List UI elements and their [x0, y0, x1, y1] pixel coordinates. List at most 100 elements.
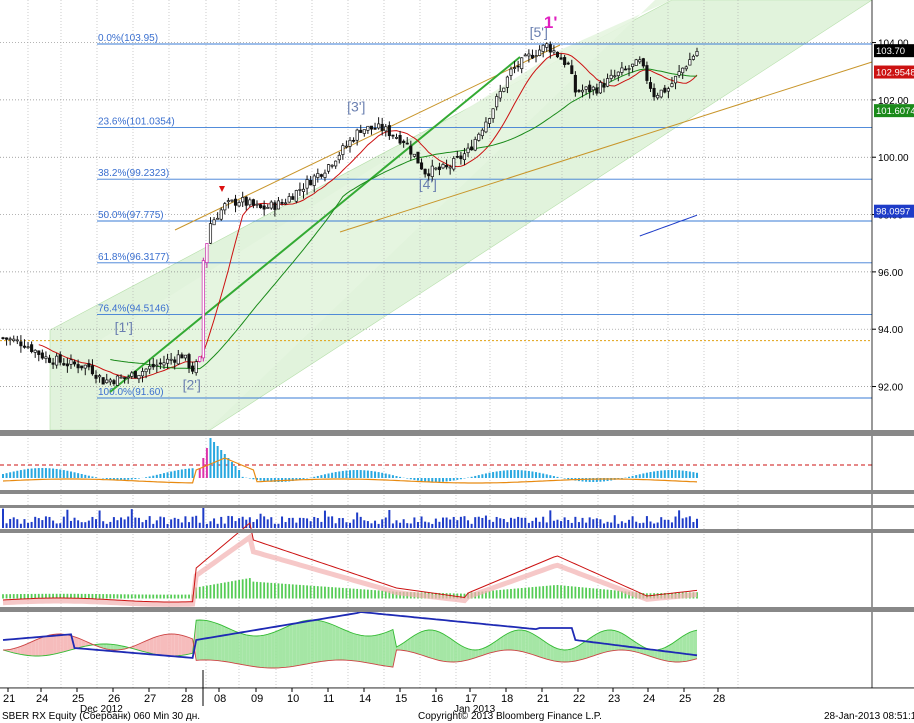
macd-histogram-bar [55, 593, 58, 599]
volume-bar [645, 516, 648, 528]
macd-histogram-bar [603, 589, 605, 599]
osc-bar [109, 478, 112, 480]
candle-body [216, 217, 220, 220]
dmi-fill [317, 620, 322, 662]
dmi-fill [425, 630, 429, 658]
candle-body [359, 129, 363, 133]
volume-bar [12, 517, 15, 528]
volume-bar [130, 509, 133, 528]
candle-body [130, 372, 134, 377]
osc-bar [87, 475, 90, 478]
volume-bar [55, 523, 58, 528]
osc-bar [216, 446, 219, 478]
volume-bar [263, 516, 266, 528]
dmi-fill [242, 633, 247, 666]
candle-body [552, 50, 556, 53]
macd-histogram-bar [213, 584, 215, 599]
volume-bar [2, 508, 4, 528]
volume-bar [37, 518, 40, 528]
dmi-fill [224, 626, 229, 663]
volume-bar [685, 517, 688, 528]
y-tick-label: 94.00 [878, 325, 903, 336]
volume-bar [73, 517, 76, 528]
volume-bar [406, 523, 409, 528]
dmi-fill [256, 635, 261, 668]
macd-histogram-bar [220, 583, 223, 599]
volume-bar [663, 519, 666, 528]
dmi-fill [113, 644, 118, 650]
candle-body [391, 134, 395, 137]
volume-bar [23, 519, 26, 528]
candle-body [627, 68, 631, 70]
macd-histogram-bar [163, 594, 165, 599]
volume-bar [34, 516, 37, 528]
dmi-fill [693, 630, 697, 660]
macd-histogram-bar [91, 593, 94, 599]
candle-body [584, 86, 588, 90]
macd-histogram-bar [145, 594, 147, 599]
price-value-label: 102.9548 [876, 68, 914, 79]
candle-body [502, 87, 506, 92]
osc-bar [535, 472, 538, 478]
osc-bar [59, 469, 62, 478]
osc-bar [205, 448, 208, 478]
volume-bar [527, 522, 530, 528]
volume-bar [191, 516, 194, 528]
candle-body [19, 341, 23, 347]
macd-histogram-bar [502, 589, 505, 599]
candle-body [187, 354, 191, 369]
osc-bar [34, 468, 37, 478]
macd-histogram-bar [159, 594, 162, 599]
candle-body [105, 379, 109, 384]
candle-body [623, 68, 628, 71]
volume-bar [284, 522, 287, 528]
macd-histogram-bar [238, 579, 241, 599]
volume-bar [148, 516, 151, 528]
osc-bar [102, 478, 105, 479]
dmi-fill [221, 625, 225, 662]
volume-bar [223, 523, 226, 528]
macd-histogram-bar [223, 582, 226, 599]
dmi-fill [510, 630, 515, 651]
candle-body [688, 59, 692, 66]
footer-left: SBER RX Equity (Сбербанк) 060 Min 30 дн. [2, 710, 200, 722]
dmi-fill [78, 638, 82, 648]
macd-histogram-bar [324, 586, 326, 599]
dmi-fill [163, 634, 168, 656]
candle-body [208, 223, 213, 244]
macd-histogram-bar [620, 591, 623, 599]
candle-body [158, 362, 162, 365]
footer-center: Copyright© 2013 Bloomberg Finance L.P. [418, 711, 602, 722]
macd-histogram-bar [263, 582, 266, 599]
macd-histogram-bar [495, 590, 498, 599]
osc-bar [80, 474, 83, 478]
volume-bar [653, 523, 656, 528]
candle-body [44, 356, 48, 359]
volume-bar [560, 521, 563, 528]
volume-bar [91, 516, 94, 528]
macd-histogram-bar [19, 594, 22, 599]
adx-line [2, 611, 698, 659]
dmi-fill [56, 634, 61, 654]
volume-bar [123, 519, 126, 528]
wave-label: 1' [544, 13, 558, 32]
volume-bar [241, 516, 244, 528]
candle-body [555, 51, 560, 58]
candle-body [498, 91, 502, 99]
osc-bar [9, 472, 12, 478]
volume-bar [535, 517, 538, 528]
volume-bar [30, 521, 33, 528]
volume-bar [449, 519, 452, 528]
volume-bar [499, 518, 502, 528]
candle-body [219, 209, 223, 220]
x-tick-label: 27 [144, 693, 156, 705]
osc-bar [391, 475, 394, 478]
osc-bar [545, 474, 548, 478]
dmi-fill [13, 647, 18, 654]
osc-bar [416, 478, 419, 481]
dmi-fill [339, 627, 343, 661]
panel-separator [0, 529, 914, 533]
dmi-fill [514, 630, 519, 651]
macd-histogram-bar [105, 594, 108, 599]
macd-histogram-bar [288, 584, 291, 599]
